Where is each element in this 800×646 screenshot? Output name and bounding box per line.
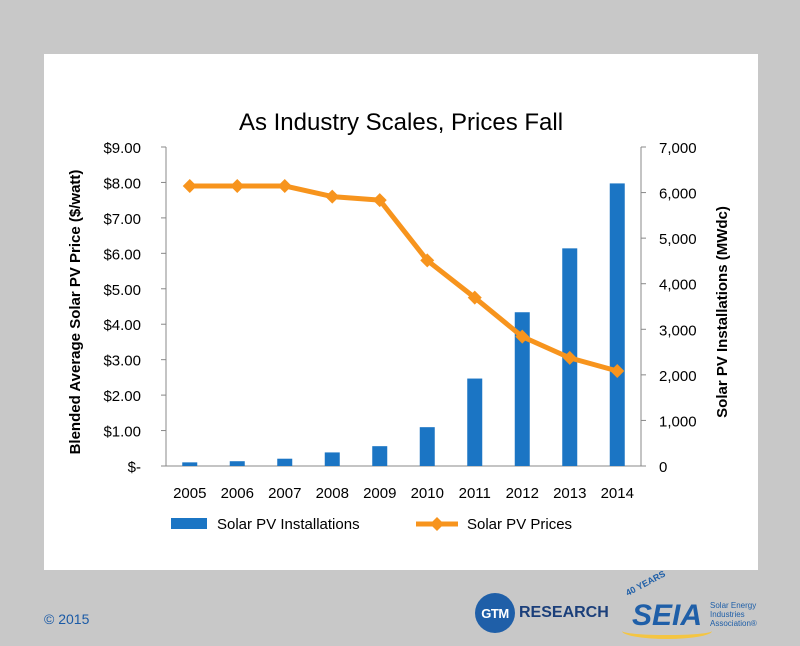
line-point xyxy=(182,178,197,193)
legend: Solar PV Installations Solar PV Prices xyxy=(171,516,572,533)
legend-label-prices: Solar PV Prices xyxy=(467,516,572,533)
legend-swatch-installations xyxy=(171,518,207,529)
legend-swatch-prices-marker xyxy=(430,517,444,531)
left-axis-tick-label: $8.00 xyxy=(103,175,141,192)
left-axis-title: Blended Average Solar PV Price ($/watt) xyxy=(67,170,84,455)
right-axis-tick-label: 4,000 xyxy=(659,277,697,294)
line-point xyxy=(610,364,625,379)
bar xyxy=(419,427,435,466)
price-line xyxy=(189,183,618,374)
bar xyxy=(609,183,625,467)
copyright-text: © 2015 xyxy=(44,611,90,627)
x-axis: 2005 2006 2007 2008 2009 2010 2011 2012 2013 2014 xyxy=(166,465,641,502)
left-axis-tick-label: $2.00 xyxy=(103,388,141,405)
line-point xyxy=(325,189,340,204)
seia-years-badge: 40 YEARS xyxy=(624,568,667,598)
line-point xyxy=(467,290,482,305)
seia-tagline: Solar Energy Industries Association® xyxy=(710,601,757,628)
gtm-research-logo: GTM RESEARCH xyxy=(475,592,609,634)
gtm-logo-mark: GTM xyxy=(475,593,515,633)
left-axis-tick-label: $3.00 xyxy=(103,353,141,370)
right-axis-tick-label: 3,000 xyxy=(659,322,697,339)
legend-label-installations: Solar PV Installations xyxy=(217,516,360,533)
left-axis-tick-label: $4.00 xyxy=(103,317,141,334)
combo-chart: As Industry Scales, Prices Fall $-$1.00$… xyxy=(67,109,731,533)
line-point xyxy=(420,253,435,268)
left-axis-tick-label: $9.00 xyxy=(103,140,141,157)
bar xyxy=(514,312,530,466)
left-axis-tick-label: $5.00 xyxy=(103,282,141,299)
bar xyxy=(467,378,483,466)
right-axis-tick-label: 6,000 xyxy=(659,186,697,203)
x-axis-tick-label: 2007 xyxy=(268,485,301,502)
gtm-logo-text: RESEARCH xyxy=(519,604,609,621)
chart-title: As Industry Scales, Prices Fall xyxy=(239,109,563,136)
right-axis-tick-label: 5,000 xyxy=(659,231,697,248)
chart-panel: As Industry Scales, Prices Fall $- $1.00 $… xyxy=(44,54,758,570)
bar xyxy=(324,452,340,466)
line-point xyxy=(372,193,387,208)
right-axis-tick-label: 7,000 xyxy=(659,140,697,157)
bar xyxy=(229,461,245,466)
right-axis: 0 1,000 2,000 3,000 4,000 5,000 6,000 7,000 xyxy=(640,140,697,476)
seia-logo: 40 YEARS SEIA Solar Energy Industries As… xyxy=(618,569,788,641)
x-axis-tick-label: 2013 xyxy=(553,485,586,502)
bar xyxy=(372,446,388,466)
right-axis-title: Solar PV Installations (MWdc) xyxy=(714,206,731,418)
right-axis-tick-label: 1,000 xyxy=(659,413,697,430)
x-axis-tick-label: 2012 xyxy=(506,485,539,502)
line-series xyxy=(182,178,625,379)
line-point xyxy=(562,350,577,365)
line-point xyxy=(230,178,245,193)
bar xyxy=(277,458,293,466)
left-axis-tick-label: $1.00 xyxy=(103,424,141,441)
x-axis-tick-label: 2009 xyxy=(363,485,396,502)
bar-series xyxy=(182,183,625,467)
x-axis-tick-label: 2006 xyxy=(221,485,254,502)
x-axis-tick-label: 2008 xyxy=(316,485,349,502)
left-axis-tick-label: $7.00 xyxy=(103,211,141,228)
left-axis: $- $1.00 $2.00 $3.00 $4.00 $5.00 $6.00 $7.00 $8.… xyxy=(103,140,167,476)
right-axis-tick-label: 0 xyxy=(659,459,667,476)
x-axis-tick-label: 2010 xyxy=(411,485,444,502)
left-axis-tick-label: $- xyxy=(128,459,141,476)
x-axis-tick-label: 2011 xyxy=(459,485,491,502)
x-axis-tick-label: 2005 xyxy=(173,485,206,502)
left-axis-tick-label: $6.00 xyxy=(103,246,141,263)
line-point xyxy=(277,178,292,193)
right-axis-tick-label: 2,000 xyxy=(659,368,697,385)
seia-swoosh-icon xyxy=(622,623,712,639)
bar xyxy=(182,462,198,466)
x-axis-tick-label: 2014 xyxy=(601,485,634,502)
line-point xyxy=(515,329,530,344)
